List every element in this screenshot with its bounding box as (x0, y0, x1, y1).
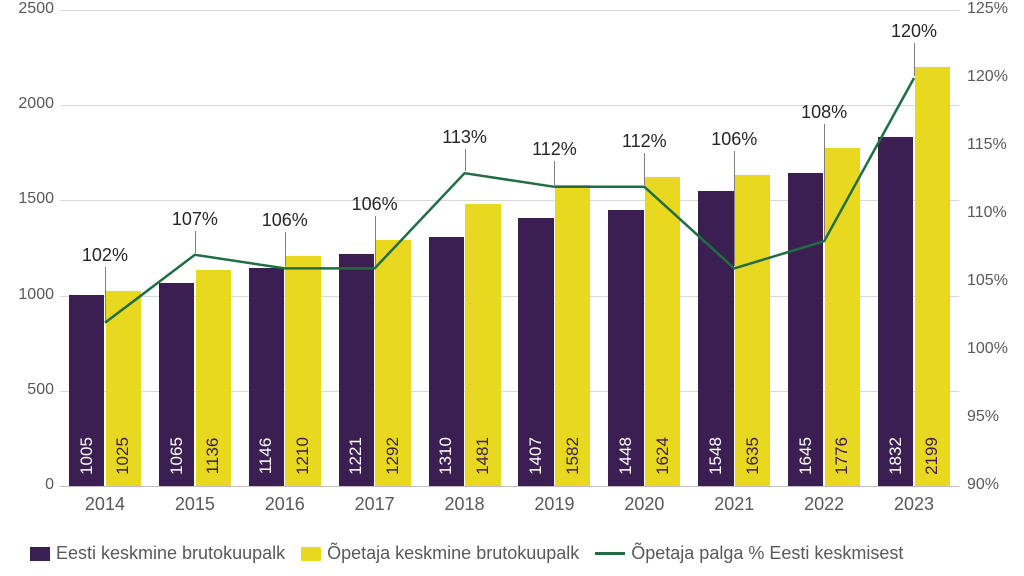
x-tick-year: 2023 (869, 494, 959, 515)
leader-line (105, 267, 106, 321)
line-value-pct: 120% (884, 21, 944, 42)
bar-value-a: 1146 (256, 426, 276, 486)
x-tick-year: 2019 (510, 494, 600, 515)
line-value-pct: 112% (524, 139, 584, 160)
x-tick-year: 2021 (689, 494, 779, 515)
bar-value-b: 1210 (293, 426, 313, 486)
x-tick-year: 2020 (599, 494, 689, 515)
legend: Eesti keskmine brutokuupalk Õpetaja keskm… (30, 543, 903, 564)
bar-value-b: 1025 (113, 426, 133, 486)
bar-value-b: 1582 (563, 426, 583, 486)
y-right-tick: 90% (967, 476, 999, 494)
leader-line (465, 149, 466, 171)
y-right-tick: 110% (967, 204, 1007, 222)
bar-value-b: 2199 (922, 426, 942, 486)
line-value-pct: 102% (75, 245, 135, 266)
legend-swatch-icon (30, 547, 50, 561)
bar-value-a: 1645 (796, 426, 816, 486)
leader-line (734, 151, 735, 267)
x-tick-year: 2014 (60, 494, 150, 515)
gridline (60, 10, 959, 11)
bar-value-a: 1548 (706, 426, 726, 486)
y-right-tick: 100% (967, 340, 1008, 358)
bar-value-b: 1635 (743, 426, 763, 486)
line-value-pct: 106% (345, 194, 405, 215)
y-left-tick: 2500 (4, 0, 54, 18)
legend-swatch-icon (301, 547, 321, 561)
line-value-pct: 106% (704, 129, 764, 150)
legend-line-icon (595, 552, 625, 555)
bar-value-a: 1005 (77, 426, 97, 486)
line-value-pct: 108% (794, 102, 854, 123)
legend-item: Eesti keskmine brutokuupalk (30, 543, 285, 564)
legend-label: Õpetaja keskmine brutokuupalk (327, 543, 579, 564)
gridline (60, 486, 959, 487)
y-left-tick: 1000 (4, 286, 54, 304)
y-left-tick: 1500 (4, 190, 54, 208)
leader-line (195, 231, 196, 253)
y-left-tick: 0 (4, 476, 54, 494)
chart-container: 1005 1025 1065 1136 1146 1210 1221 1292 1310 1481… (0, 0, 1024, 576)
leader-line (375, 216, 376, 266)
bar-value-b: 1776 (832, 426, 852, 486)
y-left-tick: 500 (4, 381, 54, 399)
bar-value-a: 1407 (526, 426, 546, 486)
y-right-tick: 120% (967, 68, 1008, 86)
y-right-tick: 125% (967, 0, 1008, 18)
bar-value-a: 1065 (167, 426, 187, 486)
bar-value-b: 1624 (653, 426, 673, 486)
leader-line (824, 124, 825, 239)
legend-label: Õpetaja palga % Eesti keskmisest (631, 543, 903, 564)
x-tick-year: 2022 (779, 494, 869, 515)
x-tick-year: 2018 (420, 494, 510, 515)
line-value-pct: 112% (614, 131, 674, 152)
line-value-pct: 113% (435, 127, 495, 148)
bar-opetaja-keskmine (915, 67, 950, 486)
x-tick-year: 2015 (150, 494, 240, 515)
bar-value-b: 1292 (383, 426, 403, 486)
y-right-tick: 105% (967, 272, 1008, 290)
bar-value-a: 1832 (886, 426, 906, 486)
bar-value-b: 1481 (473, 426, 493, 486)
x-tick-year: 2016 (240, 494, 330, 515)
line-value-pct: 107% (165, 209, 225, 230)
bar-value-b: 1136 (203, 426, 223, 486)
leader-line (554, 161, 555, 185)
bar-value-a: 1310 (436, 426, 456, 486)
y-right-tick: 95% (967, 408, 999, 426)
y-left-tick: 2000 (4, 95, 54, 113)
leader-line (644, 153, 645, 185)
bar-value-a: 1448 (616, 426, 636, 486)
legend-item: Õpetaja palga % Eesti keskmisest (595, 543, 903, 564)
leader-line (914, 43, 915, 76)
legend-item: Õpetaja keskmine brutokuupalk (301, 543, 579, 564)
legend-label: Eesti keskmine brutokuupalk (56, 543, 285, 564)
x-tick-year: 2017 (330, 494, 420, 515)
y-right-tick: 115% (967, 136, 1007, 154)
bar-value-a: 1221 (346, 426, 366, 486)
line-value-pct: 106% (255, 210, 315, 231)
leader-line (285, 232, 286, 267)
